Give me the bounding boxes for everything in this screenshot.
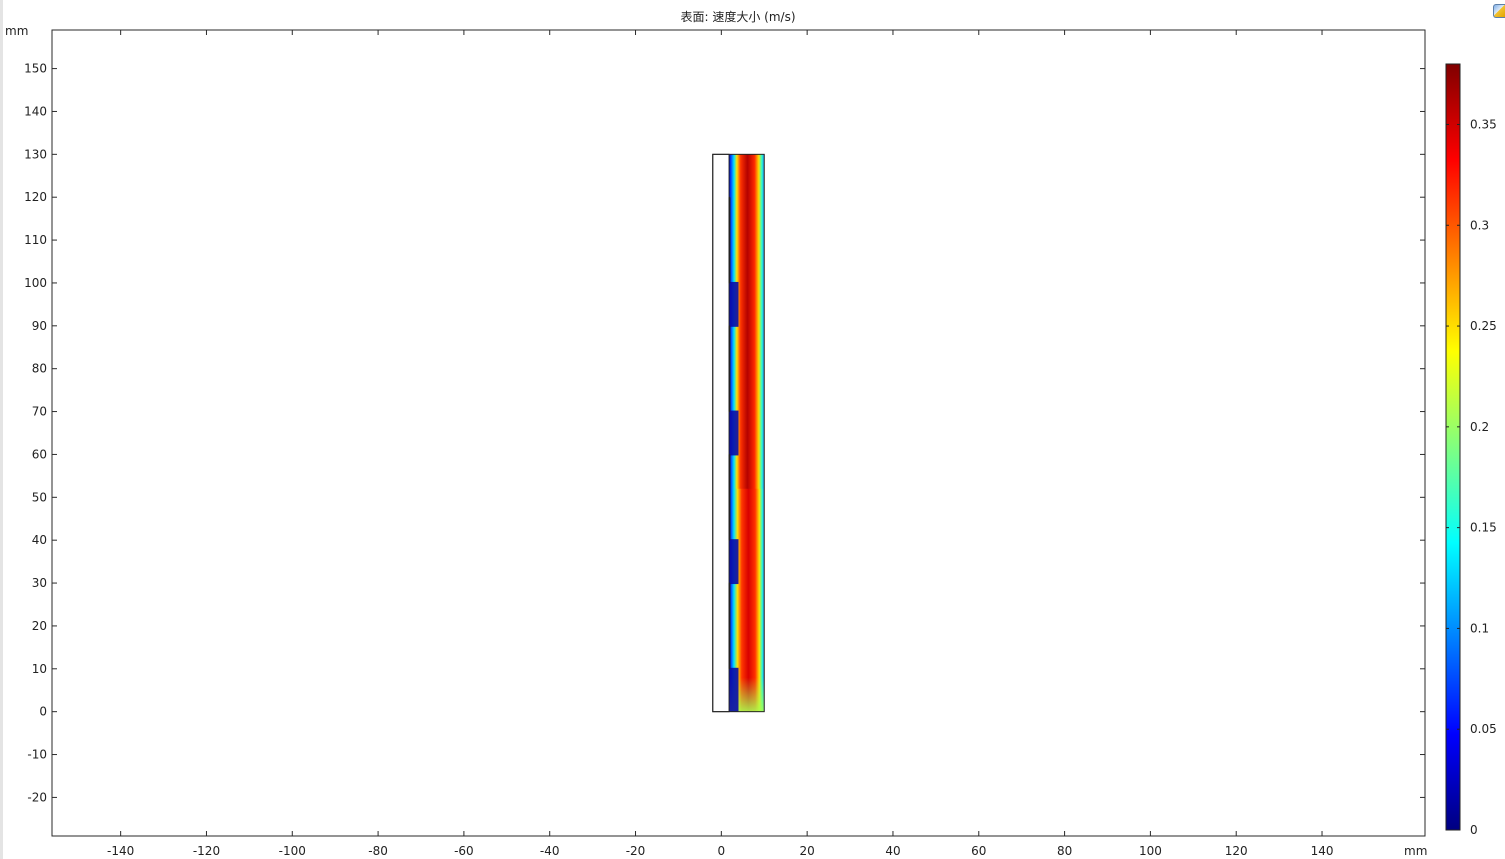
baffle: [728, 325, 731, 413]
stagnation-zone: [729, 667, 739, 712]
plot-frame: [51, 29, 1426, 837]
x-tick-label: 40: [885, 844, 900, 858]
x-tick-label: 80: [1057, 844, 1072, 858]
y-tick-label: 110: [24, 233, 47, 247]
y-tick-label: 150: [24, 62, 47, 76]
x-axis-unit-label: mm: [1404, 844, 1427, 858]
y-axis-unit-label: mm: [5, 24, 28, 38]
y-tick-label: 30: [32, 576, 47, 590]
colorbar-tick-label: 0.2: [1470, 420, 1489, 434]
baffle: [728, 196, 731, 284]
y-tick-label: 70: [32, 405, 47, 419]
velocity-heatmap: [729, 154, 765, 712]
y-axis: -20 -10 0 10 20 30 40 50 60 70 80 90 100 110 120 130 140…: [24, 62, 1425, 804]
inner-wall: [712, 153, 730, 713]
y-tick-label: 60: [32, 447, 47, 461]
y-tick-label: -10: [27, 748, 47, 762]
x-tick-label: -40: [540, 844, 560, 858]
y-tick-label: 50: [32, 490, 47, 504]
colorbar-tick-label: 0.3: [1470, 218, 1489, 232]
colorbar-tick-label: 0.15: [1470, 521, 1497, 535]
colorbar-tick-label: 0.25: [1470, 319, 1497, 333]
window-left-edge: [0, 0, 3, 859]
domain-outline: [712, 153, 765, 713]
colorbar-tick-label: 0.1: [1470, 621, 1489, 635]
colorbar-tick-label: 0.35: [1470, 117, 1497, 131]
x-tick-label: -60: [454, 844, 474, 858]
x-tick-label: -100: [279, 844, 306, 858]
colorbar: 0 0.05 0.1 0.15 0.2 0.25 0.3 0.35: [1445, 63, 1497, 837]
y-tick-label: 80: [32, 362, 47, 376]
colorbar-bar: [1445, 63, 1461, 831]
y-tick-label: -20: [27, 790, 47, 804]
y-tick-label: 0: [39, 705, 47, 719]
plot-title: 表面: 速度大小 (m/s): [680, 9, 795, 24]
x-tick-label: 140: [1311, 844, 1334, 858]
x-tick-label: -140: [107, 844, 134, 858]
stagnation-zone: [729, 281, 739, 327]
geometry-outline: [712, 153, 765, 713]
y-tick-label: 140: [24, 104, 47, 118]
x-tick-label: -120: [193, 844, 220, 858]
y-tick-label: 130: [24, 147, 47, 161]
baffle: [728, 453, 731, 541]
x-tick-label: 60: [971, 844, 986, 858]
stagnation-zone: [729, 539, 739, 585]
x-tick-label: -80: [368, 844, 388, 858]
x-tick-label: 20: [800, 844, 815, 858]
y-tick-label: 10: [32, 662, 47, 676]
stagnation-zone: [729, 410, 739, 456]
baffle: [728, 582, 731, 670]
x-tick-label: 120: [1225, 844, 1248, 858]
colorbar-tick-label: 0: [1470, 823, 1478, 837]
y-tick-label: 120: [24, 190, 47, 204]
y-tick-label: 100: [24, 276, 47, 290]
x-tick-label: 100: [1139, 844, 1162, 858]
x-tick-label: -20: [626, 844, 646, 858]
y-tick-label: 40: [32, 533, 47, 547]
colorbar-tick-label: 0.05: [1470, 722, 1497, 736]
y-tick-label: 20: [32, 619, 47, 633]
x-axis: -140 -120 -100 -80 -60 -40 -20 0 20 40 60 80 100 120 1…: [107, 30, 1333, 858]
x-tick-label: 0: [718, 844, 726, 858]
y-tick-label: 90: [32, 319, 47, 333]
image-toolbar-icon[interactable]: [1493, 4, 1505, 18]
